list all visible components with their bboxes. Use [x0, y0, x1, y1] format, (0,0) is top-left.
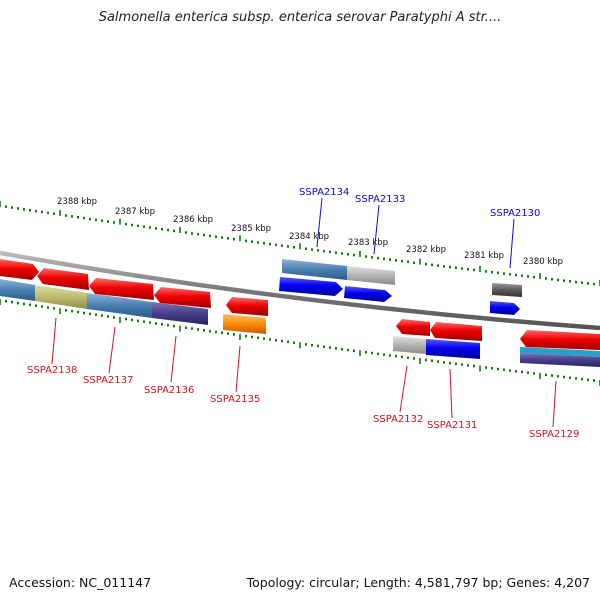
forward-gene-labels: SSPA2134 SSPA2133 SSPA2130 [299, 187, 540, 219]
gene-feature[interactable] [426, 339, 480, 359]
gene-feature[interactable] [520, 347, 600, 357]
gene-label[interactable]: SSPA2136 [144, 385, 194, 396]
scale-ticks-outer [0, 201, 600, 286]
gene-feature[interactable] [154, 287, 211, 308]
topology-text: Topology: circular; Length: 4,581,797 bp… [246, 575, 590, 590]
gene-label[interactable]: SSPA2129 [529, 429, 579, 440]
map-title: Salmonella enterica subsp. enterica sero… [98, 10, 502, 25]
gene-feature[interactable] [35, 285, 87, 309]
gene-label[interactable]: SSPA2134 [299, 187, 349, 198]
gene-feature[interactable] [347, 266, 395, 285]
scale-label: 2382 kbp [406, 245, 446, 255]
reverse-gene-labels: SSPA2138 SSPA2137 SSPA2136 SSPA2135 SSPA… [27, 365, 579, 440]
reverse-strand-features [0, 259, 600, 350]
scale-label: 2387 kbp [115, 207, 155, 217]
gene-label[interactable]: SSPA2135 [210, 394, 260, 405]
scale-label: 2381 kbp [464, 251, 504, 261]
gene-feature[interactable] [0, 259, 39, 280]
genome-backbone [0, 250, 600, 331]
scale-label: 2388 kbp [57, 197, 97, 207]
scale-labels: 2388 kbp 2387 kbp 2386 kbp 2385 kbp 2384… [57, 197, 563, 267]
gene-label[interactable]: SSPA2132 [373, 414, 423, 425]
gene-feature[interactable] [430, 322, 482, 341]
gene-feature[interactable] [520, 330, 600, 350]
gene-feature[interactable] [223, 314, 266, 334]
scale-ticks-inner [0, 299, 600, 386]
gene-feature[interactable] [393, 336, 426, 354]
gene-feature[interactable] [279, 277, 343, 296]
forward-label-leaders [316, 197, 515, 269]
gene-label[interactable]: SSPA2131 [427, 420, 477, 431]
scale-label: 2386 kbp [173, 215, 213, 225]
scale-label: 2384 kbp [289, 232, 329, 242]
scale-label: 2380 kbp [523, 257, 563, 267]
gene-feature[interactable] [490, 301, 520, 315]
gene-feature[interactable] [396, 319, 430, 336]
gene-feature[interactable] [37, 268, 89, 290]
gene-feature[interactable] [0, 279, 35, 301]
gene-label[interactable]: SSPA2130 [490, 208, 540, 219]
gene-feature[interactable] [152, 302, 208, 325]
gene-feature[interactable] [492, 283, 522, 297]
inner-row-features [0, 279, 600, 367]
gene-label[interactable]: SSPA2138 [27, 365, 77, 376]
gene-feature[interactable] [226, 297, 268, 316]
forward-strand-features [279, 259, 522, 315]
gene-label[interactable]: SSPA2133 [355, 194, 405, 205]
gene-feature[interactable] [520, 353, 600, 367]
gene-feature[interactable] [89, 278, 154, 300]
gene-feature[interactable] [344, 286, 392, 302]
reverse-label-leaders [51, 317, 557, 428]
gene-feature[interactable] [282, 259, 347, 280]
gene-feature[interactable] [87, 293, 152, 318]
gene-label[interactable]: SSPA2137 [83, 375, 133, 386]
accession-text: Accession: NC_011147 [9, 575, 152, 590]
scale-label: 2385 kbp [231, 224, 271, 234]
scale-label: 2383 kbp [348, 238, 388, 248]
